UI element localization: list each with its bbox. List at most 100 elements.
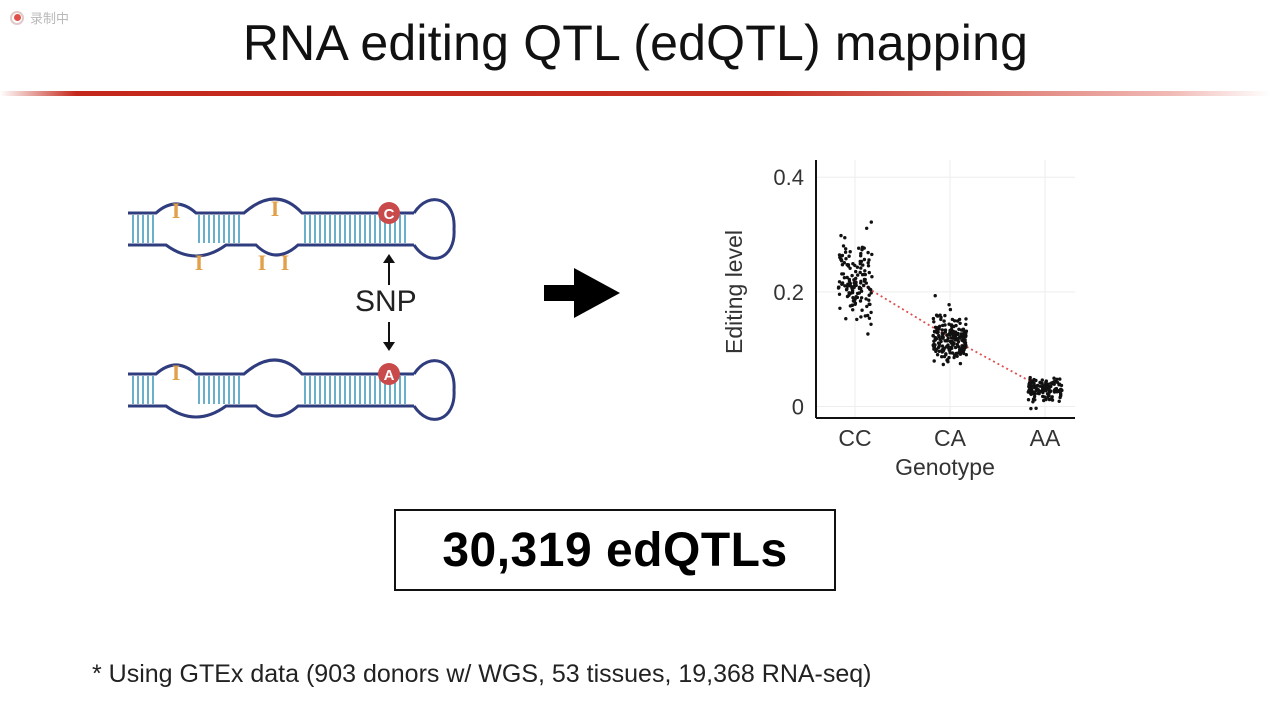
data-point <box>944 352 948 356</box>
data-point <box>1046 395 1050 399</box>
recording-label: 录制中 <box>30 12 70 27</box>
data-point <box>958 321 962 325</box>
data-point <box>858 259 862 264</box>
data-point <box>870 275 874 279</box>
data-point <box>1029 406 1033 411</box>
recording-indicator[interactable]: 录制中 <box>10 8 69 27</box>
data-point <box>866 250 870 255</box>
data-point <box>963 338 967 342</box>
data-point <box>1049 396 1054 400</box>
data-point <box>843 284 847 288</box>
data-point <box>1032 394 1037 399</box>
data-point <box>869 291 873 295</box>
data-point <box>947 303 951 307</box>
edqtl-count: 30,319 edQTLs <box>442 523 788 577</box>
data-point <box>964 353 968 357</box>
data-point <box>859 266 863 270</box>
data-point <box>948 339 952 344</box>
data-point <box>847 291 851 295</box>
data-point <box>1055 380 1060 385</box>
data-point <box>1037 389 1041 393</box>
data-point <box>950 325 954 329</box>
data-point <box>943 323 947 327</box>
data-point <box>1059 387 1063 392</box>
data-point <box>940 350 944 354</box>
y-tick-labels: 0 0.2 0.4 <box>773 165 804 419</box>
data-point <box>854 269 858 274</box>
data-point <box>931 334 935 338</box>
data-point <box>940 344 945 348</box>
data-point <box>934 329 938 333</box>
data-point <box>857 291 861 295</box>
data-point <box>845 275 849 280</box>
data-point <box>860 245 865 249</box>
data-point <box>1041 390 1045 395</box>
data-point <box>860 273 865 277</box>
data-point <box>850 286 854 291</box>
data-point <box>948 307 953 312</box>
data-point <box>847 293 851 297</box>
data-point <box>851 308 855 312</box>
data-point <box>842 276 847 280</box>
data-point <box>938 313 942 317</box>
data-point <box>953 345 958 350</box>
y-tick-label: 0.2 <box>773 280 804 305</box>
data-point <box>932 345 937 350</box>
data-point <box>841 272 846 276</box>
data-point <box>948 328 952 333</box>
data-point <box>952 335 956 339</box>
data-point <box>861 263 865 267</box>
data-point <box>864 281 868 285</box>
data-point <box>848 250 852 254</box>
data-point <box>1055 390 1059 394</box>
data-point <box>940 328 944 332</box>
data-point <box>1031 400 1035 404</box>
data-point <box>840 253 845 258</box>
data-point <box>1028 381 1033 385</box>
data-point <box>952 355 956 360</box>
data-point <box>954 323 958 328</box>
footnote: * Using GTEx data (903 donors w/ WGS, 53… <box>92 660 872 688</box>
data-point <box>948 351 952 355</box>
data-point <box>942 346 946 351</box>
data-point <box>862 277 867 282</box>
snp-down-arrow <box>383 322 395 351</box>
snp-allele-label: C <box>384 206 395 223</box>
snp-allele-label: A <box>384 367 395 384</box>
title-divider <box>0 91 1271 96</box>
data-points <box>836 220 1064 411</box>
data-point <box>863 269 867 273</box>
rna-strand-top <box>128 197 414 215</box>
data-point <box>953 338 958 342</box>
data-point <box>865 226 869 230</box>
data-point <box>934 313 939 317</box>
data-point <box>947 346 951 351</box>
data-point <box>1049 389 1053 393</box>
data-point <box>935 353 940 357</box>
data-point <box>1027 385 1031 390</box>
data-point <box>1045 392 1050 396</box>
data-point <box>1051 380 1055 385</box>
y-tick-label: 0 <box>792 395 804 420</box>
snp-allele-circle <box>378 363 400 385</box>
data-point <box>945 333 949 337</box>
edqtl-scatter-chart: 0 0.2 0.4 CC CA AA Editing level Genotype <box>721 160 1075 480</box>
rna-loop <box>412 198 456 260</box>
data-point <box>837 253 842 257</box>
data-point <box>1044 397 1048 402</box>
data-point <box>964 345 968 349</box>
data-point <box>957 336 962 340</box>
data-point <box>1029 392 1033 396</box>
data-point <box>859 289 864 293</box>
data-point <box>937 349 941 353</box>
data-point <box>836 286 841 290</box>
data-point <box>958 349 962 354</box>
data-point <box>952 330 956 334</box>
data-point <box>859 315 863 319</box>
data-point <box>867 293 871 297</box>
data-point <box>1032 381 1036 385</box>
data-point <box>852 278 856 282</box>
data-point <box>1034 384 1039 388</box>
snp-label: SNP <box>355 285 417 318</box>
